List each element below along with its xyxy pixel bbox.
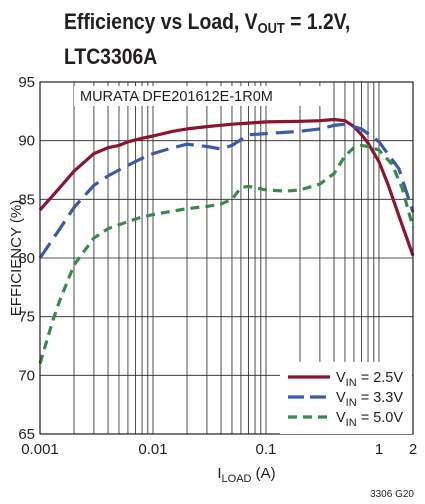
plot-frame bbox=[39, 81, 414, 435]
annotation-inductor: MURATA DFE201612E-1R0M bbox=[80, 89, 273, 105]
y-tick-label: 75 bbox=[18, 309, 35, 326]
legend-label-rest: = 5.0V bbox=[357, 410, 404, 426]
x-tick-label: 0.1 bbox=[256, 441, 277, 458]
title-line-1: Efficiency vs Load, VOUT = 1.2V, bbox=[64, 8, 369, 43]
chart-title: Efficiency vs Load, VOUT = 1.2V, LTC3306… bbox=[64, 8, 369, 71]
y-axis-label: EFFICIENCY (%) bbox=[8, 200, 25, 316]
y-tick-label: 95 bbox=[18, 74, 35, 91]
series-line-1 bbox=[38, 117, 415, 257]
x-axis-label: ILOAD (A) bbox=[217, 465, 275, 485]
annotation-background bbox=[74, 86, 328, 106]
legend-label-sub: IN bbox=[346, 397, 357, 409]
x-tick-label: 2 bbox=[409, 441, 417, 458]
title-line-2: LTC3306A bbox=[64, 44, 158, 69]
title-subscript: OUT bbox=[257, 20, 285, 37]
x-label-rest: (A) bbox=[251, 465, 275, 482]
y-tick-label: 70 bbox=[18, 367, 35, 384]
plot-border bbox=[39, 81, 414, 435]
legend-label-3: VIN = 5.0V bbox=[336, 410, 403, 429]
legend-label-rest: = 2.5V bbox=[357, 370, 404, 386]
legend-label-sub: IN bbox=[346, 417, 357, 429]
x-label-sub: LOAD bbox=[222, 473, 252, 485]
y-tick-label: 80 bbox=[18, 250, 35, 267]
x-tick-label: 0.01 bbox=[138, 441, 167, 458]
title-part2: = 1.2V, bbox=[284, 9, 351, 34]
y-tick-label: 90 bbox=[18, 133, 35, 150]
x-tick-label: 1 bbox=[375, 441, 383, 458]
y-tick-label: 85 bbox=[18, 191, 35, 208]
x-tick-label: 0.001 bbox=[21, 441, 59, 458]
y-tick-label: 65 bbox=[18, 426, 35, 443]
legend-label-sub: IN bbox=[346, 377, 357, 389]
x-label-main: I bbox=[217, 465, 221, 482]
tick-labels: 65 70 75 80 85 90 95 0.001 0.01 0.1 1 2 bbox=[18, 74, 417, 458]
legend-label-rest: = 3.3V bbox=[357, 390, 404, 406]
title-part1: Efficiency vs Load, V bbox=[64, 9, 258, 34]
series-line-3 bbox=[38, 143, 415, 365]
figure-code: 3306 G20 bbox=[370, 489, 414, 500]
series-lines bbox=[38, 117, 415, 365]
